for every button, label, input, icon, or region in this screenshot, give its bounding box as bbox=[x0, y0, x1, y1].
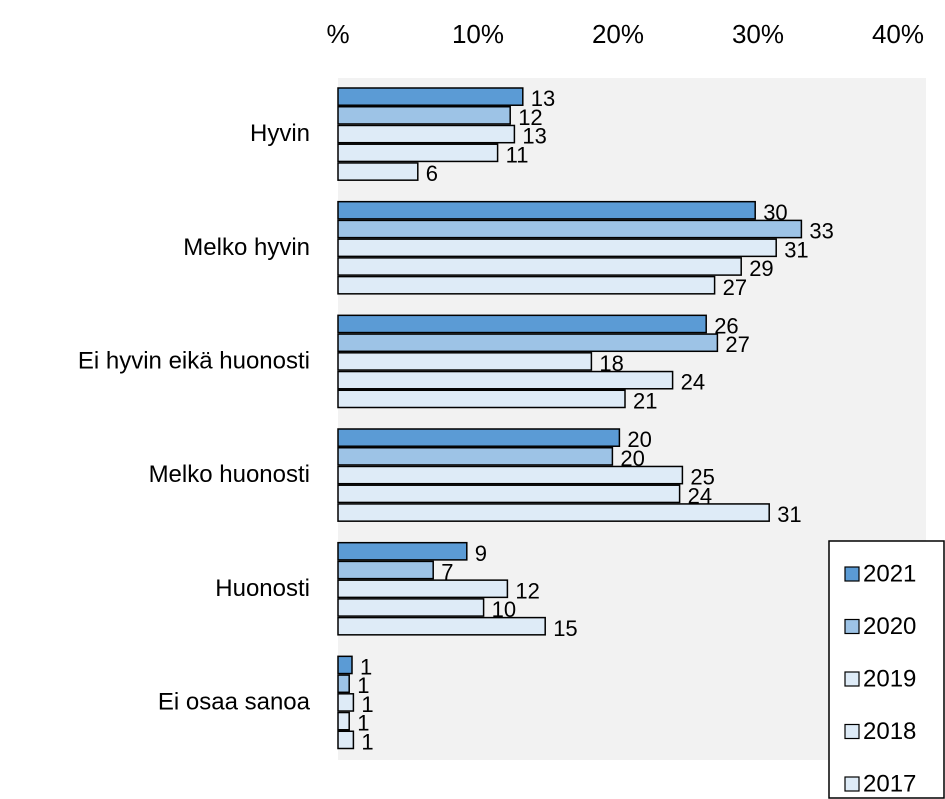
legend-swatch bbox=[844, 618, 860, 635]
data-label: 7 bbox=[441, 560, 453, 585]
bar bbox=[337, 465, 684, 485]
bar bbox=[337, 219, 803, 239]
bar bbox=[337, 616, 546, 636]
data-label: 29 bbox=[749, 256, 773, 281]
data-label: 26 bbox=[714, 314, 738, 339]
x-tick-label: % bbox=[326, 19, 349, 49]
bar bbox=[337, 674, 350, 694]
data-label: 24 bbox=[681, 370, 705, 395]
plot-area bbox=[338, 78, 926, 760]
bar bbox=[337, 446, 614, 466]
bar bbox=[337, 730, 355, 750]
bar bbox=[337, 314, 707, 334]
bar bbox=[337, 87, 524, 106]
bar bbox=[337, 389, 626, 409]
data-label: 13 bbox=[522, 124, 546, 149]
data-label: 31 bbox=[784, 237, 808, 262]
category-label: Ei hyvin eikä huonosti bbox=[78, 348, 310, 375]
legend-label: 2017 bbox=[863, 770, 916, 797]
data-label: 1 bbox=[361, 692, 373, 717]
category-label: Melko hyvin bbox=[183, 234, 310, 261]
x-tick-label: 10% bbox=[452, 19, 504, 49]
data-label: 12 bbox=[518, 105, 542, 130]
category-label: Huonosti bbox=[215, 575, 310, 602]
x-tick-label: 40% bbox=[872, 19, 924, 49]
bar bbox=[337, 655, 353, 675]
bar bbox=[337, 503, 770, 522]
data-label: 11 bbox=[506, 142, 529, 167]
bar bbox=[337, 162, 419, 181]
bar bbox=[337, 541, 468, 561]
bar bbox=[337, 333, 719, 353]
legend-swatch bbox=[844, 671, 860, 687]
data-label: 13 bbox=[531, 86, 555, 111]
legend-swatch bbox=[844, 566, 860, 582]
data-label: 25 bbox=[690, 465, 714, 490]
legend-label: 2021 bbox=[863, 560, 916, 587]
data-label: 1 bbox=[357, 711, 369, 736]
bar bbox=[337, 693, 355, 712]
bar bbox=[337, 484, 681, 504]
data-label: 31 bbox=[777, 502, 801, 527]
data-label: 15 bbox=[553, 616, 577, 641]
bar bbox=[337, 370, 674, 390]
bar bbox=[337, 711, 350, 731]
data-label: 27 bbox=[723, 275, 747, 300]
x-tick-label: 30% bbox=[732, 19, 784, 49]
bar bbox=[337, 257, 742, 276]
x-tick-label: 20% bbox=[592, 19, 644, 49]
legend-label: 2020 bbox=[863, 613, 916, 640]
bar bbox=[337, 143, 499, 163]
bar bbox=[337, 124, 516, 144]
data-label: 1 bbox=[361, 729, 373, 754]
bar bbox=[337, 560, 434, 580]
bar bbox=[337, 352, 593, 371]
legend-swatch bbox=[844, 776, 860, 792]
category-label: Melko huonosti bbox=[149, 461, 310, 488]
data-label: 1 bbox=[360, 655, 372, 680]
bar bbox=[337, 428, 621, 447]
data-label: 9 bbox=[475, 541, 487, 566]
bar bbox=[337, 105, 511, 125]
data-label: 6 bbox=[426, 161, 438, 186]
bar bbox=[337, 579, 509, 599]
category-label: Ei osaa sanoa bbox=[158, 689, 311, 716]
bar bbox=[337, 238, 777, 258]
legend-label: 2019 bbox=[863, 665, 916, 692]
bar bbox=[337, 598, 485, 617]
data-label: 20 bbox=[627, 427, 651, 452]
data-label: 12 bbox=[515, 578, 539, 603]
bar bbox=[337, 200, 756, 220]
data-label: 1 bbox=[357, 673, 369, 698]
legend-swatch bbox=[844, 723, 860, 740]
bar bbox=[337, 275, 716, 295]
legend-box bbox=[828, 540, 945, 799]
data-label: 21 bbox=[633, 388, 657, 413]
data-label: 33 bbox=[809, 219, 833, 244]
category-label: Hyvin bbox=[250, 120, 310, 147]
legend-label: 2018 bbox=[863, 718, 916, 745]
data-label: 27 bbox=[725, 332, 749, 357]
